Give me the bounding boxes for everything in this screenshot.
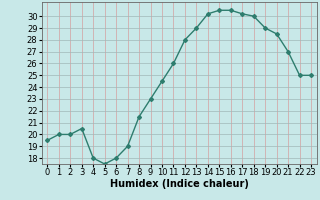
X-axis label: Humidex (Indice chaleur): Humidex (Indice chaleur): [110, 179, 249, 189]
